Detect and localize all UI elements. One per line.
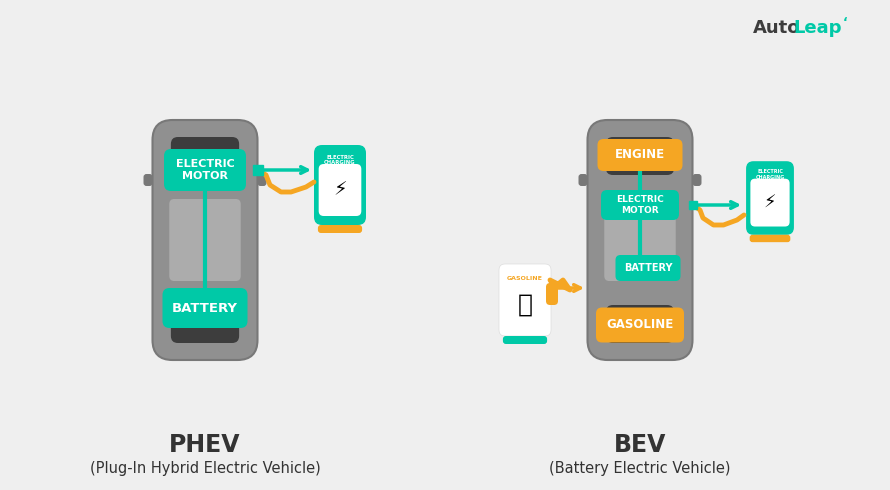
Text: PHEV: PHEV	[169, 433, 241, 457]
Text: 💧: 💧	[517, 293, 532, 317]
Text: BATTERY: BATTERY	[624, 263, 672, 273]
FancyBboxPatch shape	[578, 174, 587, 186]
FancyBboxPatch shape	[314, 145, 366, 225]
Text: ELECTRIC
MOTOR: ELECTRIC MOTOR	[175, 159, 234, 181]
FancyBboxPatch shape	[606, 305, 674, 343]
FancyBboxPatch shape	[171, 305, 239, 343]
Text: (Battery Electric Vehicle): (Battery Electric Vehicle)	[549, 461, 731, 475]
FancyBboxPatch shape	[597, 139, 683, 171]
Text: ELECTRIC
MOTOR: ELECTRIC MOTOR	[616, 196, 664, 215]
Text: BEV: BEV	[614, 433, 667, 457]
FancyBboxPatch shape	[596, 308, 684, 343]
Text: ⚡: ⚡	[764, 194, 776, 212]
FancyBboxPatch shape	[746, 161, 794, 235]
Text: ELECTRIC
CHARGING
STATION: ELECTRIC CHARGING STATION	[756, 170, 785, 185]
FancyBboxPatch shape	[606, 137, 674, 175]
Text: ʻ: ʻ	[843, 17, 848, 29]
Text: Leap: Leap	[794, 19, 842, 37]
Text: Auto: Auto	[753, 19, 800, 37]
FancyBboxPatch shape	[749, 235, 790, 242]
FancyBboxPatch shape	[750, 179, 789, 226]
FancyBboxPatch shape	[171, 137, 239, 175]
FancyBboxPatch shape	[143, 174, 152, 186]
Text: ⚡: ⚡	[333, 180, 347, 199]
Text: GASOLINE: GASOLINE	[606, 318, 674, 332]
Text: BATTERY: BATTERY	[172, 301, 238, 315]
FancyBboxPatch shape	[503, 336, 547, 344]
FancyBboxPatch shape	[587, 120, 692, 360]
FancyBboxPatch shape	[604, 199, 676, 281]
Text: GASOLINE: GASOLINE	[507, 276, 543, 281]
FancyBboxPatch shape	[163, 288, 247, 328]
FancyBboxPatch shape	[692, 174, 701, 186]
FancyBboxPatch shape	[546, 283, 558, 305]
FancyBboxPatch shape	[152, 120, 257, 360]
FancyBboxPatch shape	[616, 255, 681, 281]
FancyBboxPatch shape	[169, 199, 240, 281]
Text: ENGINE: ENGINE	[615, 148, 665, 162]
FancyBboxPatch shape	[319, 164, 361, 216]
FancyBboxPatch shape	[164, 149, 246, 191]
FancyBboxPatch shape	[318, 225, 362, 233]
Text: (Plug-In Hybrid Electric Vehicle): (Plug-In Hybrid Electric Vehicle)	[90, 461, 320, 475]
FancyBboxPatch shape	[601, 190, 679, 220]
FancyBboxPatch shape	[257, 174, 266, 186]
FancyBboxPatch shape	[499, 264, 551, 336]
Text: ELECTRIC
CHARGING
STATION: ELECTRIC CHARGING STATION	[324, 155, 356, 171]
